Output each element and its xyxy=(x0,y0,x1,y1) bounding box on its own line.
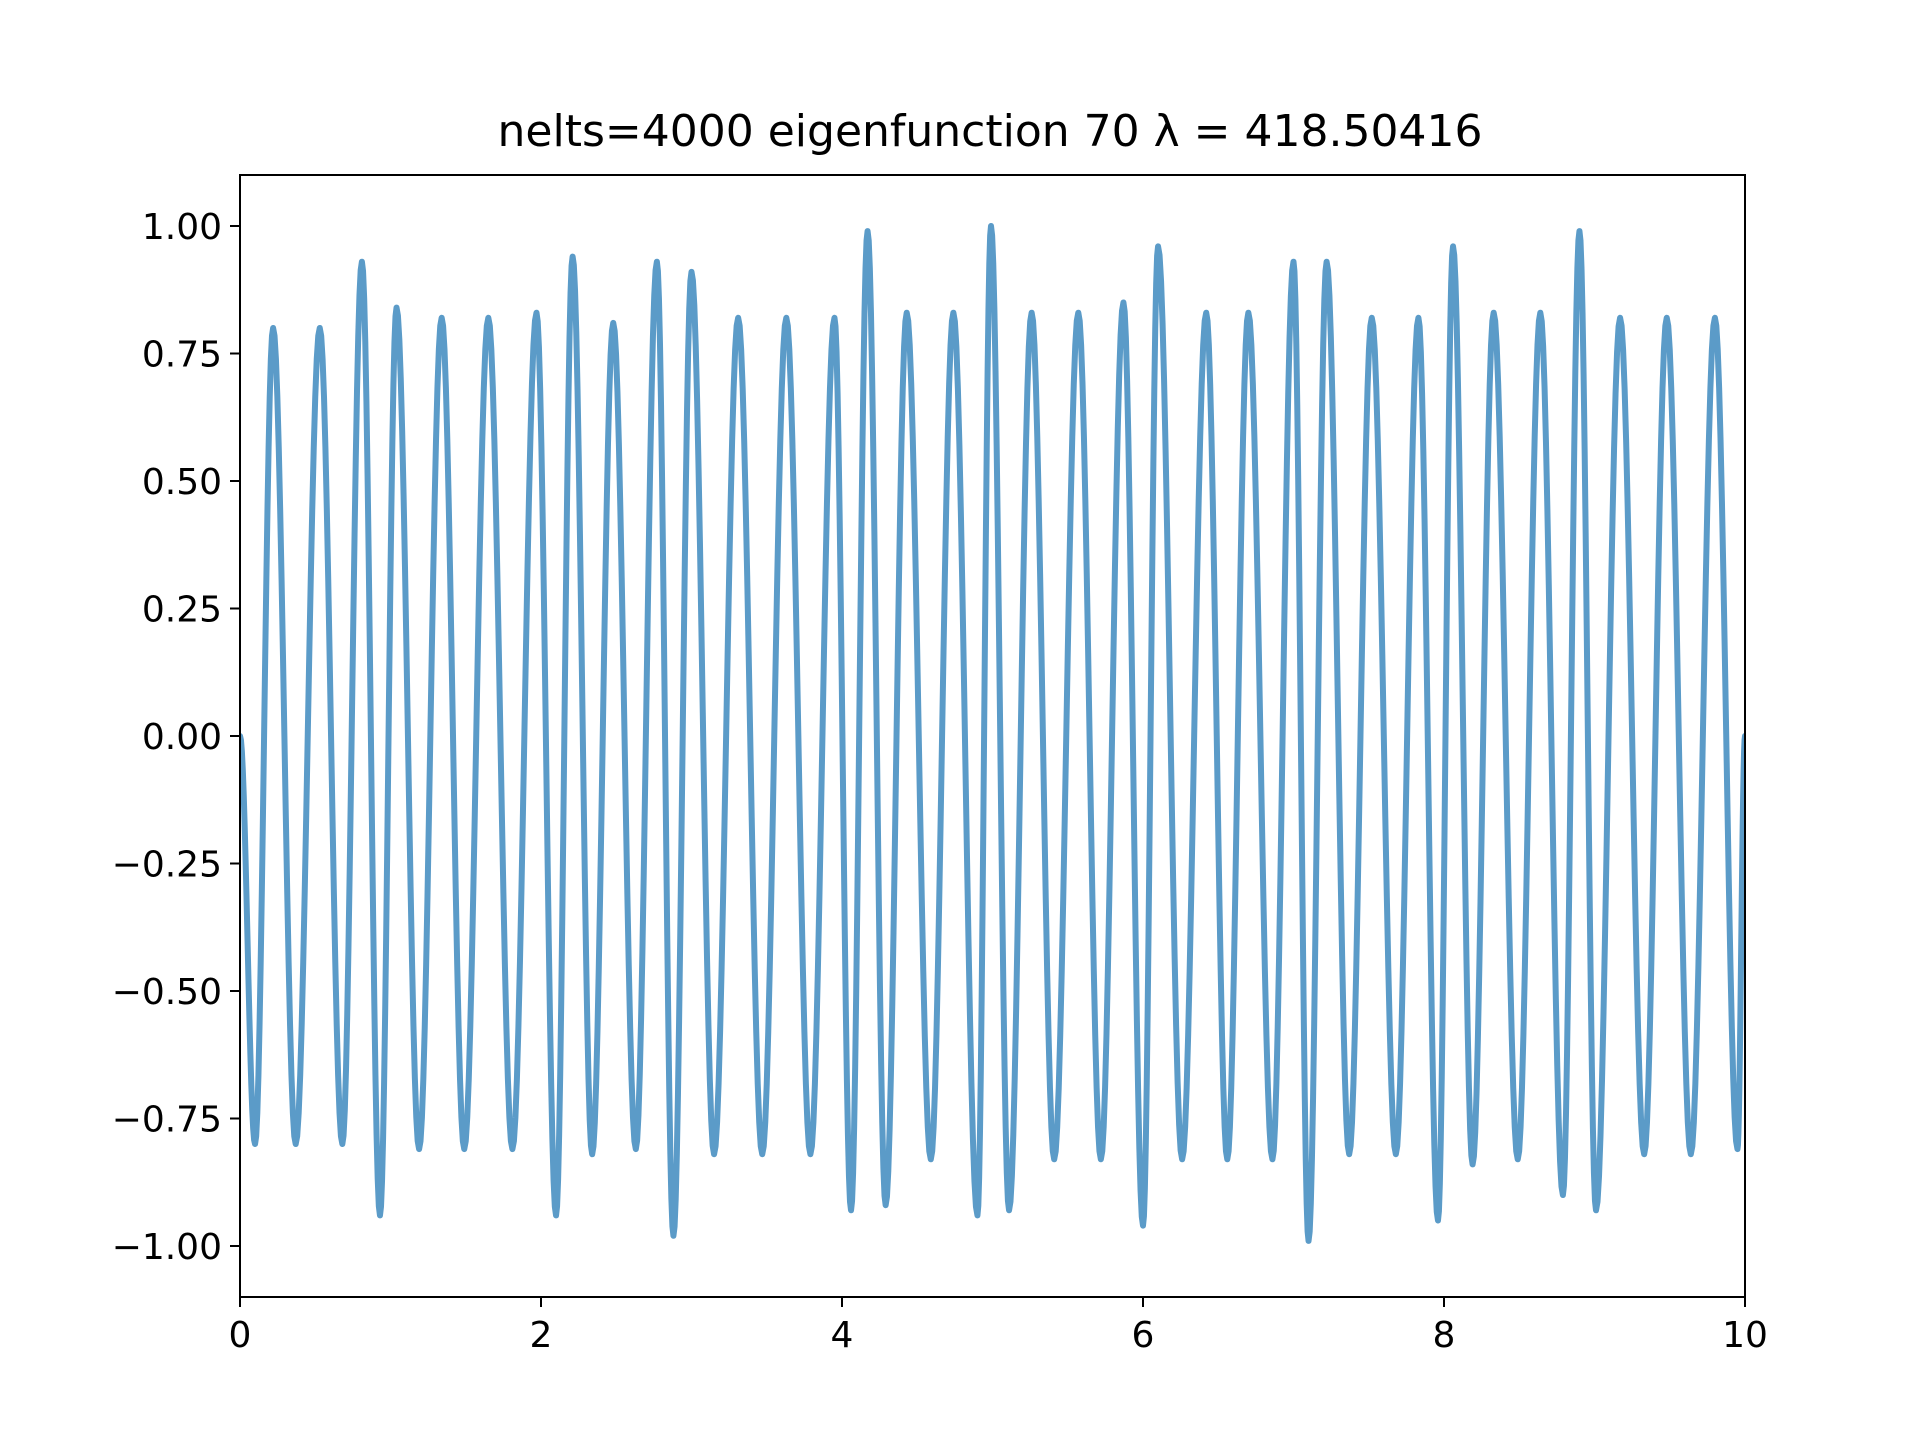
y-tick-label: −0.25 xyxy=(112,845,222,886)
x-tick-label: 10 xyxy=(1722,1315,1768,1356)
y-tick-label: −0.75 xyxy=(112,1100,222,1141)
y-tick-label: 0.50 xyxy=(142,462,222,503)
chart-title: nelts=4000 eigenfunction 70 λ = 418.5041… xyxy=(498,106,1483,157)
y-tick-label: 0.25 xyxy=(142,590,222,631)
x-tick-label: 2 xyxy=(530,1315,553,1356)
series-line xyxy=(240,223,1745,1244)
tick-layer: 0 2 4 6 8 10 −1.00 −0.75 −0.50 −0.25 0.00 0.25 0.50 0… xyxy=(112,207,1768,1356)
series-layer xyxy=(240,223,1745,1244)
y-tick-label: 1.00 xyxy=(142,207,222,248)
y-tick-label: −0.50 xyxy=(112,972,222,1013)
x-tick-label: 0 xyxy=(229,1315,252,1356)
axes-frame xyxy=(239,174,1746,1298)
x-tick-label: 8 xyxy=(1433,1315,1456,1356)
y-tick-label: 0.75 xyxy=(142,335,222,376)
x-tick-label: 6 xyxy=(1132,1315,1155,1356)
x-tick-label: 4 xyxy=(831,1315,854,1356)
y-tick-label: 0.00 xyxy=(142,717,222,758)
y-tick-label: −1.00 xyxy=(112,1227,222,1268)
